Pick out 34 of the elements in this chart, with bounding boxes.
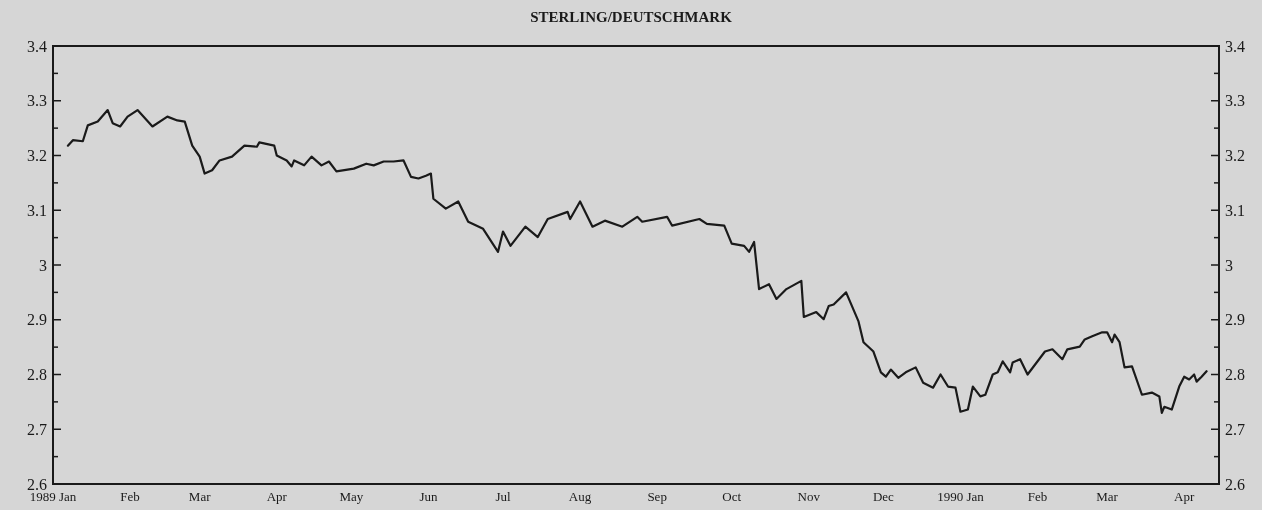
x-tick-label: Oct [722,489,742,504]
y-tick-label: 2.7 [27,420,47,438]
y-tick-label: 2.8 [27,366,47,384]
x-tick-label: Nov [797,489,821,504]
x-tick-label: Jun [419,489,438,504]
y2-tick-label: 2.6 [1225,475,1245,493]
x-tick-label: Feb [120,489,140,504]
chart-title: STERLING/DEUTSCHMARK [530,9,733,25]
x-tick-label: Sep [647,489,667,504]
y-tick-label: 3 [39,256,47,274]
y2-tick-label: 3.2 [1225,147,1245,165]
y-tick-label: 3.1 [27,201,47,219]
line-series [66,108,1208,414]
y-tick-label: 2.9 [27,311,47,329]
y2-tick-label: 3.1 [1225,201,1245,219]
x-tick-label: May [339,489,364,504]
x-tick-label: Aug [568,489,592,504]
y2-tick-label: 2.9 [1225,311,1245,329]
y2-tick-label: 2.7 [1225,420,1245,438]
x-tick-label: Feb [1027,489,1048,504]
x-tick-label: Mar [1096,489,1119,504]
y2-tick-label: 3 [1225,256,1233,274]
y2-tick-label: 2.8 [1225,366,1245,384]
y-tick-label: 3.4 [27,37,47,55]
x-tick-label: Dec [872,489,895,504]
y2-tick-label: 3.3 [1225,92,1245,110]
x-tick-label: Mar [188,489,212,504]
y2-tick-label: 3.4 [1225,37,1245,55]
x-tick-label: Jul [495,489,511,504]
x-tick-label: Apr [266,489,288,504]
x-tick-label: 1990 Jan [937,489,985,504]
y-tick-label: 3.3 [27,92,47,110]
y-tick-label: 3.2 [27,147,47,165]
x-tick-label: Apr [1174,489,1195,504]
